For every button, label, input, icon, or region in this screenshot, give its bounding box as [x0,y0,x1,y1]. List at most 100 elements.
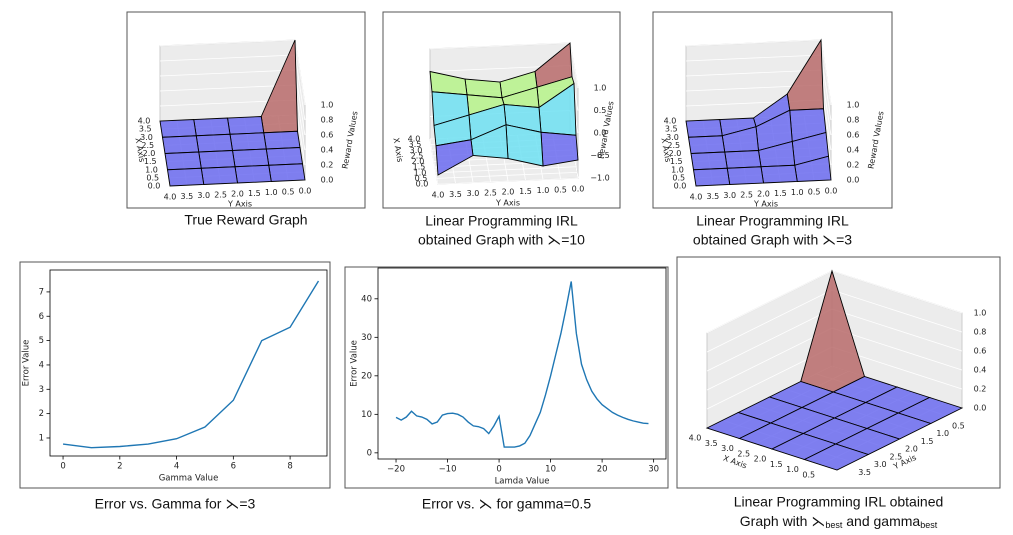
surface-cell [690,151,728,171]
x-tick-label: −10 [439,465,457,475]
x-axis-label: X Axis [391,137,404,163]
surface-cell [231,148,270,168]
y-tick-label: 0.5 [282,187,295,196]
y-tick-label: 3.0 [723,191,736,200]
y-tick-label: 2.5 [484,188,497,197]
x-tick-label: 0.0 [148,182,161,191]
z-tick-label: 0.6 [321,131,334,140]
y-tick-label: 2.0 [231,190,244,199]
surface-cell [435,139,474,176]
x-axis-label: Gamma Value [159,474,219,484]
x-tick-label: 0.0 [674,182,687,191]
x-tick-label: 0 [496,465,501,475]
surface-cell [760,164,798,184]
y-tick-label: 0.5 [554,185,567,194]
z-tick-label: 0.6 [847,131,860,140]
z-tick-label: 1.0 [974,309,987,318]
z-tick-label: 0.4 [974,366,987,375]
surface-cell [803,443,870,471]
x-tick-label: 0 [60,462,65,472]
y-tick-label: 3.5 [858,468,871,477]
y-tick-label: 0 [367,448,372,458]
caption: Linear Programming IRL [425,213,578,229]
y-tick-label: 3.0 [197,191,210,200]
y-tick-label: 2.0 [905,445,918,454]
x-tick-label: 0.5 [802,470,815,479]
z-tick-label: 0.0 [321,176,334,185]
y-tick-label: 1.0 [791,188,804,197]
y-tick-label: 3 [39,385,44,395]
surface-cell [193,117,231,137]
x-tick-label: 1.5 [670,157,683,166]
y-tick-label: 3.5 [181,192,194,201]
y-tick-label: 0.5 [952,421,965,430]
surface-cell [195,133,234,153]
x-tick-label: 3.0 [140,133,153,142]
grid-line [429,138,439,185]
surface-cell [229,132,267,151]
x-tick-label: 2.5 [141,141,154,150]
z-tick-label: 0.2 [321,161,334,170]
x-tick-label: 1.5 [770,460,783,469]
y-tick-label: 2.0 [757,190,770,199]
z-tick-label: 0.0 [974,404,987,413]
z-tick-label: 1.0 [321,101,334,110]
x-tick-label: 3.5 [139,125,152,134]
x-tick-label: 2.0 [412,157,425,166]
x-tick-label: 2.5 [667,141,680,150]
y-tick-label: 1.5 [921,437,934,446]
x-tick-label: 1.5 [413,163,426,172]
y-axis-label: Error Value [22,340,32,387]
y-tick-label: 1.5 [519,187,532,196]
y-tick-label: 2 [39,409,44,419]
y-tick-label: 0.0 [825,187,838,196]
z-tick-label: 0.4 [847,146,860,155]
caption-part: and gamma [842,513,920,529]
x-axis-label: X Axis [133,137,146,163]
x-tick-label: 3.0 [410,146,423,155]
surface-cell [692,167,731,187]
z-tick-label: 0.0 [594,129,607,138]
y-axis-label: Y Axis [227,200,252,209]
y-axis-label: Y Axis [753,200,778,209]
x-tick-label: 1.0 [786,465,799,474]
plot-area [377,267,667,460]
x-tick-label: 4.0 [408,135,421,144]
z-tick-label: 1.0 [594,84,607,93]
x-tick-label: 2.0 [143,149,156,158]
y-tick-label: 5 [39,336,44,346]
x-tick-label: 6 [231,462,236,472]
y-tick-label: 20 [361,371,372,381]
data-line [395,281,649,448]
x-tick-label: 1.0 [414,168,427,177]
x-tick-label: 3.0 [721,444,734,453]
surface-cell [226,116,265,135]
caption: Linear Programming IRL obtained [734,494,944,510]
y-tick-label: 6 [39,312,44,322]
surface-cell [540,131,579,167]
x-tick-label: 2.0 [754,455,767,464]
x-tick-label: 0.0 [416,180,429,189]
y-tick-label: 4.0 [690,193,703,202]
surface-cell [198,150,236,169]
surface-cell [234,164,272,184]
x-tick-label: 0.5 [415,174,428,183]
z-tick-label: 0.4 [321,146,334,155]
x-tick-label: 3.5 [665,125,678,134]
x-tick-label: 3.0 [666,133,679,142]
caption-part: Graph with ⋋ [740,513,826,529]
z-tick-label: 1.0 [847,101,860,110]
y-tick-label: 0.0 [299,187,312,196]
data-line [62,280,320,449]
x-tick-label: 20 [597,465,608,475]
y-tick-label: 3.0 [874,460,887,469]
y-tick-label: 2.0 [502,188,515,197]
surface-cell [687,135,726,154]
x-tick-label: 1.0 [145,165,158,174]
caption: Graph with ⋋best and gammabest [740,513,938,531]
surface-cell [161,135,200,154]
y-tick-label: 4.0 [164,193,177,202]
y-tick-label: 4.0 [432,191,445,200]
y-tick-label: 4 [39,360,44,370]
caption: True Reward Graph [184,212,307,228]
